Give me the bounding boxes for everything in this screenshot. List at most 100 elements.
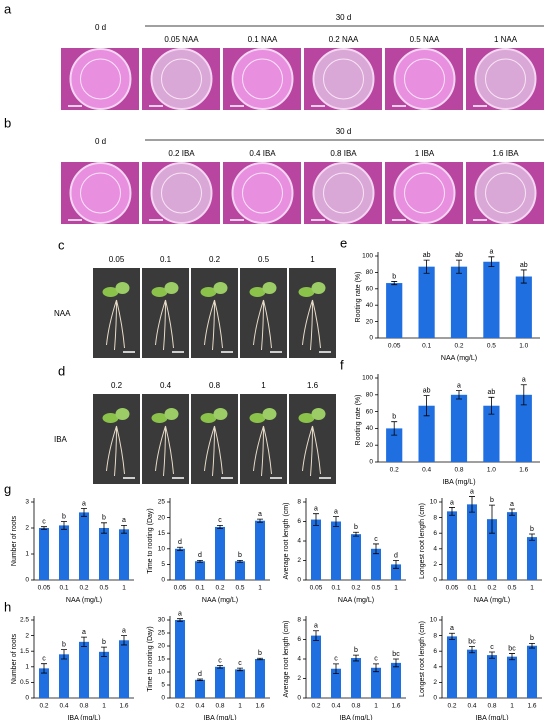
bar (331, 521, 341, 580)
dish (231, 48, 294, 110)
y-tick-label: 2 (25, 632, 29, 639)
x-tick-label: 0.8 (79, 703, 88, 710)
error-bar (41, 663, 47, 674)
bar (351, 658, 361, 698)
error-bar (257, 657, 263, 661)
x-tick-label: 1 (258, 585, 262, 592)
significance-label: ab (520, 262, 528, 269)
x-tick-label: 0.1 (195, 585, 204, 592)
y-tick-label: 20 (366, 442, 374, 449)
y-tick-label: 0 (25, 577, 29, 584)
y-axis-label: Longest root length (cm) (419, 621, 426, 697)
bar (59, 525, 69, 580)
error-bar (488, 256, 495, 268)
bar (59, 654, 69, 698)
bar (391, 662, 401, 698)
significance-label: b (530, 635, 534, 642)
x-tick-label: 1.6 (527, 703, 536, 710)
bar (467, 649, 477, 698)
x-tick-label: 0.2 (454, 343, 463, 350)
treatment-label: 0.8 (209, 381, 221, 390)
x-tick-label: 1.6 (255, 703, 264, 710)
y-axis-label: Number of roots (11, 515, 18, 566)
bar (418, 405, 435, 462)
treatment-label: 1 (310, 255, 315, 264)
significance-label: bc (392, 651, 400, 658)
significance-label: a (334, 508, 338, 515)
x-tick-label: 1.6 (119, 703, 128, 710)
treatment-label: 0.1 NAA (248, 35, 278, 44)
dish (69, 162, 132, 224)
y-tick-label: 0 (369, 459, 373, 466)
significance-label: bc (508, 645, 516, 652)
error-bar (333, 516, 339, 527)
dish (150, 48, 213, 110)
y-tick-label: 30 (158, 617, 166, 624)
x-tick-label: 1.6 (519, 467, 528, 474)
error-bar (197, 559, 203, 563)
significance-label: ab (488, 389, 496, 396)
x-tick-label: 1 (394, 585, 398, 592)
dish (231, 162, 294, 224)
leaf (213, 408, 228, 420)
y-tick-label: 15 (158, 530, 166, 537)
dish-inner (404, 172, 445, 214)
x-tick-label: 0.05 (38, 585, 51, 592)
x-tick-label: 0.5 (371, 585, 380, 592)
x-tick-label: 0.05 (174, 585, 187, 592)
root (204, 425, 223, 477)
y-tick-label: 10 (158, 669, 166, 676)
significance-label: c (490, 644, 494, 651)
error-bar (509, 508, 515, 516)
x-tick-label: 0.1 (467, 585, 476, 592)
bar (255, 659, 265, 698)
leaf (262, 282, 277, 294)
x-tick-label: 0.8 (454, 467, 463, 474)
significance-label: b (354, 647, 358, 654)
row-label: IBA (54, 435, 68, 444)
y-axis-label: Longest root length (cm) (419, 503, 426, 579)
error-bar (391, 281, 398, 286)
x-tick-label: 0.2 (175, 703, 184, 710)
y-tick-label: 0 (297, 577, 301, 584)
root (155, 299, 174, 351)
x-axis-label: NAA (mg/L) (474, 597, 510, 604)
panel-label: d (58, 363, 65, 378)
bar (311, 519, 321, 580)
error-bar (529, 533, 535, 541)
significance-label: b (238, 552, 242, 559)
y-tick-label: 1.5 (20, 648, 29, 655)
y-tick-label: 2 (25, 525, 29, 532)
x-tick-label: 0.2 (39, 703, 48, 710)
significance-label: b (258, 650, 262, 657)
x-tick-label: 1 (374, 703, 378, 710)
bar (119, 640, 129, 698)
bar (79, 641, 89, 698)
error-bar (41, 526, 47, 530)
root (253, 425, 272, 477)
bar (371, 667, 381, 698)
day-label: 30 d (336, 127, 352, 136)
error-bar (237, 559, 243, 563)
x-tick-label: 0.2 (487, 585, 496, 592)
panel-label: f (340, 357, 344, 372)
treatment-label: 0.2 NAA (329, 35, 359, 44)
bar (386, 283, 403, 338)
dish (474, 162, 537, 224)
y-tick-label: 8 (297, 499, 301, 506)
treatment-label: 0.05 (109, 255, 125, 264)
treatment-label: 0.05 NAA (164, 35, 199, 44)
bar (515, 394, 532, 462)
error-bar (237, 667, 243, 672)
x-tick-label: 0.1 (331, 585, 340, 592)
y-tick-label: 0 (297, 695, 301, 702)
significance-label: a (470, 488, 474, 495)
leaf (102, 287, 119, 297)
error-bar (488, 396, 495, 415)
significance-label: d (178, 539, 182, 546)
bar (79, 512, 89, 580)
x-axis-label: IBA (mg/L) (339, 715, 372, 720)
y-tick-label: 4 (297, 538, 301, 545)
x-axis-label: NAA (mg/L) (202, 597, 238, 604)
significance-label: c (218, 517, 222, 524)
